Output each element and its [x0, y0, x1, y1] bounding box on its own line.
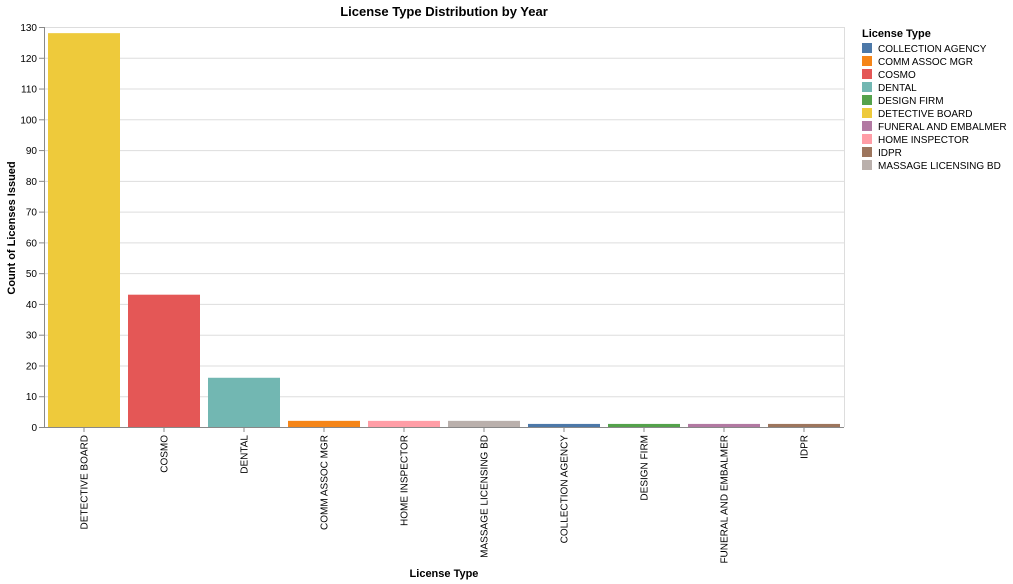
legend-label: DENTAL	[878, 83, 917, 94]
legend-swatch	[862, 82, 872, 92]
legend-swatch	[862, 108, 872, 118]
axes: 0 10 20 30 40 50 60 70 80 90 100 110 120 130 DETECTIVE…	[20, 23, 844, 564]
legend-swatch	[862, 56, 872, 66]
x-axis-title: License Type	[410, 568, 479, 580]
legend: License Type COLLECTION AGENCY COMM ASSOC…	[862, 28, 1007, 172]
bar-dental	[208, 377, 280, 427]
y-tick-label: 10	[26, 392, 38, 403]
y-tick-label: 50	[26, 269, 38, 280]
y-axis-title: Count of Licenses Issued	[6, 161, 18, 294]
legend-label: COMM ASSOC MGR	[878, 57, 973, 68]
y-tick-label: 20	[26, 361, 38, 372]
x-tick-label: IDPR	[800, 435, 811, 459]
bar-idpr	[768, 423, 840, 427]
y-tick-label: 40	[26, 300, 38, 311]
legend-swatch	[862, 134, 872, 144]
legend-label: HOME INSPECTOR	[878, 135, 969, 146]
y-tick-label: 90	[26, 146, 38, 157]
legend-swatch	[862, 69, 872, 79]
x-tick-label: DENTAL	[240, 435, 251, 474]
y-tick-label: 0	[31, 423, 37, 434]
bar-cosmo	[128, 294, 200, 427]
y-tick-label: 130	[20, 23, 37, 34]
legend-swatch	[862, 121, 872, 131]
y-tick-label: 80	[26, 177, 38, 188]
x-tick-label: DETECTIVE BOARD	[80, 435, 91, 529]
legend-label: DETECTIVE BOARD	[878, 109, 972, 120]
bar-design-firm	[608, 423, 680, 427]
x-tick-label: COSMO	[160, 435, 171, 473]
bar-home-inspector	[368, 420, 440, 427]
bar-comm-assoc-mgr	[288, 420, 360, 427]
legend-swatch	[862, 95, 872, 105]
gridlines	[44, 27, 845, 428]
x-tick-label: HOME INSPECTOR	[400, 435, 411, 526]
bar-detective-board	[48, 33, 120, 428]
y-tick-label: 60	[26, 238, 38, 249]
y-tick-label: 100	[20, 115, 37, 126]
y-tick-label: 30	[26, 331, 38, 342]
bar-funeral-and-embalmer	[688, 423, 760, 427]
legend-title: License Type	[862, 28, 931, 40]
legend-label: COSMO	[878, 70, 916, 81]
y-tick-label: 110	[21, 85, 37, 96]
legend-swatch	[862, 43, 872, 53]
bar-massage-licensing-bd	[448, 420, 520, 427]
y-tick-label: 120	[20, 54, 37, 65]
chart-title: License Type Distribution by Year	[340, 4, 548, 19]
x-tick-label: COLLECTION AGENCY	[560, 435, 571, 544]
legend-label: COLLECTION AGENCY	[878, 44, 987, 55]
legend-swatch	[862, 147, 872, 157]
legend-swatch	[862, 160, 872, 170]
y-tick-label: 70	[26, 208, 38, 219]
x-tick-label: COMM ASSOC MGR	[320, 435, 331, 530]
legend-label: MASSAGE LICENSING BD	[878, 161, 1001, 172]
legend-label: FUNERAL AND EMBALMER	[878, 122, 1007, 133]
x-tick-label: MASSAGE LICENSING BD	[480, 435, 491, 558]
bars	[48, 33, 840, 428]
x-tick-label: FUNERAL AND EMBALMER	[720, 435, 731, 564]
legend-label: IDPR	[878, 148, 902, 159]
legend-label: DESIGN FIRM	[878, 96, 944, 107]
bar-collection-agency	[528, 423, 600, 427]
x-tick-label: DESIGN FIRM	[640, 435, 651, 501]
